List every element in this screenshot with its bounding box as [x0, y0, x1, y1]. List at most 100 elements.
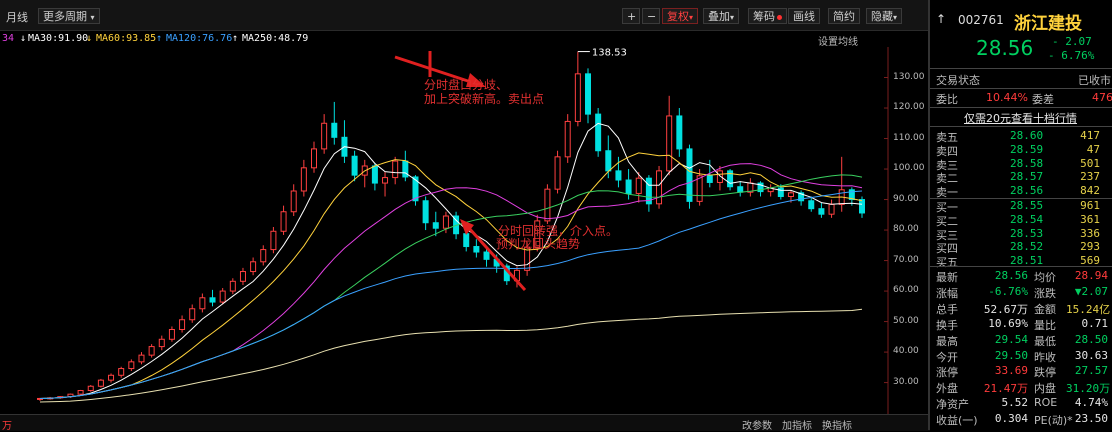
ma120-value: MA120:76.76	[166, 33, 233, 44]
candle-body	[199, 297, 206, 310]
ma-arrow-icon: ↓	[20, 33, 27, 44]
candle-body	[321, 122, 328, 150]
stat-label: 总手	[936, 302, 958, 316]
candle-body	[118, 368, 125, 376]
candle-body	[168, 329, 175, 340]
level-volume: 501	[1080, 156, 1100, 170]
simple-mode-button[interactable]: 简约	[828, 8, 860, 24]
stat-value: 29.50	[994, 348, 1028, 362]
candle-body	[108, 374, 115, 381]
sell-level-row[interactable]: 卖五 28.60 417	[930, 129, 1112, 144]
peak-price-label: 138.53	[592, 48, 627, 59]
indicator-bar: 万 改参数 加指标 换指标	[0, 414, 930, 432]
y-tick-label: 110.00	[893, 132, 925, 143]
zoom-in-button[interactable]: +	[622, 8, 640, 24]
stat-label: 跌停	[1034, 366, 1056, 380]
separator	[930, 126, 1112, 127]
level-price: 28.60	[1010, 129, 1044, 142]
level-label: 卖四	[936, 144, 958, 158]
trade-status-row: 交易状态 已收市	[930, 72, 1112, 87]
buy-level-row[interactable]: 买五 28.51 569	[930, 254, 1112, 269]
buy-level-row[interactable]: 买四 28.52 293	[930, 240, 1112, 255]
stat-value: 30.63	[1074, 348, 1108, 362]
stock-code: 002761	[958, 13, 1004, 27]
ma-arrow-icon: ↓	[86, 33, 93, 44]
ma10-line	[39, 152, 863, 399]
stat-value: 15.24亿	[1066, 302, 1111, 316]
hide-button[interactable]: 隐藏▾	[866, 8, 903, 24]
y-tick-label: 80.00	[893, 224, 919, 235]
stat-value: 0.71	[1081, 316, 1109, 330]
panel-divider	[928, 0, 930, 430]
stat-row: 换手 10.69% 量比 0.71	[930, 316, 1112, 332]
ma-settings-button[interactable]: 设置均线	[818, 37, 858, 48]
candle-body	[392, 160, 399, 179]
candle-body	[676, 115, 683, 150]
sell-level-row[interactable]: 卖三 28.58 501	[930, 156, 1112, 172]
sell-level-row[interactable]: 卖四 28.59 47	[930, 143, 1112, 158]
sell-level-row[interactable]: 卖二 28.57 237	[930, 170, 1112, 185]
chart-annotation: 分时回转强，介入点。	[498, 223, 618, 238]
stat-row: 总手 52.67万 金额 15.24亿	[930, 301, 1112, 316]
candle-body	[128, 361, 135, 370]
candle-body	[371, 165, 378, 184]
stat-label: ROE	[1034, 396, 1058, 410]
candle-body	[77, 390, 84, 395]
ma20-line	[39, 163, 863, 399]
level-volume: 842	[1080, 184, 1100, 198]
sell-level-row[interactable]: 卖一 28.56 842	[930, 184, 1112, 199]
draw-line-button[interactable]: 画线	[788, 8, 820, 24]
candle-body	[524, 246, 531, 271]
y-tick-label: 70.00	[893, 254, 919, 265]
overlay-button[interactable]: 叠加▾	[703, 8, 740, 24]
candle-body	[87, 385, 94, 392]
candle-body	[229, 280, 236, 292]
y-tick-label: 30.00	[893, 376, 919, 387]
chips-button[interactable]: 筹码	[748, 8, 787, 24]
sell-arrow-head-icon	[466, 73, 486, 87]
candle-body	[716, 170, 723, 183]
zoom-out-button[interactable]: −	[642, 8, 660, 24]
current-price: 28.56	[976, 36, 1034, 60]
candle-body	[564, 120, 571, 158]
switch-indicator-button[interactable]: 换指标	[822, 421, 852, 432]
chevron-down-icon: ▾	[893, 13, 898, 22]
candle-body	[544, 188, 551, 222]
candle-body	[189, 308, 196, 321]
buy-level-row[interactable]: 买一 28.55 961	[930, 199, 1112, 214]
ma30-value: MA30:91.90	[28, 33, 89, 44]
buy-arrow-head-icon	[460, 219, 474, 235]
candle-body	[635, 177, 642, 194]
buy-level-row[interactable]: 买二 28.54 361	[930, 212, 1112, 228]
stat-value: 52.67万	[983, 302, 1028, 316]
trade-status-value: 已收市	[1078, 74, 1111, 87]
y-tick-label: 120.00	[893, 102, 925, 113]
candle-body	[331, 122, 338, 138]
buy-level-row[interactable]: 买三 28.53 336	[930, 227, 1112, 242]
level2-promo-link[interactable]: 仅需20元查看十档行情	[964, 112, 1077, 125]
more-periods-dropdown[interactable]: 更多周期 ▾	[38, 8, 100, 24]
adjust-price-button[interactable]: 复权▾	[662, 8, 699, 24]
period-monthly-button[interactable]: 月线	[6, 11, 28, 24]
stat-label: 换手	[936, 318, 958, 332]
candle-body	[605, 150, 612, 172]
candle-body	[645, 177, 652, 205]
level-price: 28.54	[1010, 212, 1044, 226]
stat-row: 收益(一) 0.304 PE(动)* 23.50	[930, 412, 1112, 427]
weibi-value: 10.44%	[986, 91, 1028, 104]
kline-chart[interactable]: 138.53 分时盘口分歧、 加上突破新高。卖出点 分时回转强，介入点。 预判龙回头趋势…	[0, 47, 930, 414]
candle-body	[534, 220, 541, 248]
weicha-label: 委差	[1032, 93, 1054, 106]
adjust-price-label: 复权	[667, 10, 689, 23]
stat-label: 今开	[936, 350, 958, 364]
candle-body	[422, 200, 429, 224]
weibi-label: 委比	[936, 93, 958, 106]
candle-body	[595, 113, 602, 152]
stat-row: 今开 29.50 昨收 30.63	[930, 348, 1112, 364]
add-indicator-button[interactable]: 加指标	[782, 421, 812, 432]
ma60-value: MA60:93.85	[96, 33, 157, 44]
edit-params-button[interactable]: 改参数	[742, 421, 772, 432]
candle-body	[270, 230, 277, 251]
level-label: 买二	[936, 214, 958, 228]
candle-body	[483, 251, 490, 260]
